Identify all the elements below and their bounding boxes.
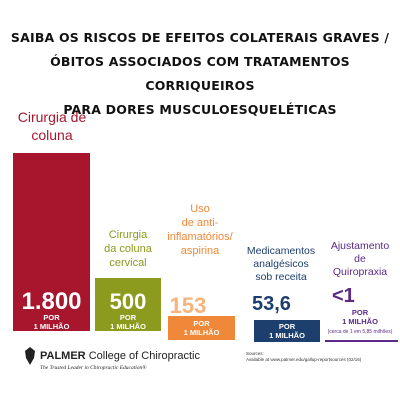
item-value: 500 [109, 289, 147, 314]
item-unit: POR 1 MILHÃO [254, 322, 320, 340]
item-label: Cirurgia de coluna [8, 108, 96, 144]
label-line: analgésicos [253, 258, 309, 270]
item-label: Medicamentos analgésicos sob receita [238, 245, 324, 284]
item-label: Ajustamento de Quiropraxia [322, 240, 398, 279]
item-unit: POR 1 MILHÃO [95, 313, 161, 331]
item-unit: POR 1 MILHÃO [322, 308, 398, 326]
bar: 1.800 POR 1 MILHÃO [13, 153, 90, 331]
sources-text: Available at www.palmer.edu/gallup-repor… [246, 357, 362, 362]
tagline: The Trusted Leader in Chiropractic Educa… [40, 365, 147, 371]
bar: POR 1 MILHÃO [168, 316, 235, 340]
unit-line: POR [193, 319, 210, 328]
item-label: Uso de anti- inflamatórios/ aspirina [163, 202, 237, 258]
item-value: 53,6 [252, 293, 291, 315]
unit-line: POR [43, 313, 60, 322]
unit-line: 1 MILHÃO [269, 331, 305, 340]
sources-title: Sources: [246, 351, 264, 356]
label-line: aspirina [180, 245, 220, 257]
item-unit: POR 1 MILHÃO [13, 313, 90, 331]
unit-line: POR [278, 322, 296, 331]
label-line: de anti- [181, 217, 219, 229]
unit-line: 1 MILHÃO [33, 322, 70, 331]
sources: Sources: Available at www.palmer.edu/gal… [246, 351, 361, 363]
label-line: cervical [109, 257, 147, 269]
item-value: <1 [332, 285, 355, 307]
label-line: inflamatórios/ [167, 231, 233, 243]
unit-line: 1 MILHÃO [342, 317, 378, 326]
title-line: SAIBA OS RISCOS DE EFEITOS COLATERAIS GR… [10, 30, 390, 45]
title-line: ÓBITOS ASSOCIADOS COM TRATAMENTOS CORRIQ… [50, 54, 350, 93]
label-line: Cirurgia [108, 229, 148, 241]
label-line: Quiropraxia [332, 266, 388, 278]
label-line: de [354, 253, 366, 265]
item-value: 1.800 [21, 288, 82, 315]
bar: 500 POR 1 MILHÃO [95, 278, 161, 331]
item-value: 153 [169, 293, 207, 318]
logo-rest: College of Chiropractic [88, 350, 200, 362]
unit-line: POR [119, 313, 137, 322]
item-note: (cerca de 1 em 5,85 milhões) [327, 329, 393, 335]
unit-line: 1 MILHÃO [183, 328, 220, 337]
title-line: PARA DORES MUSCULOESQUELÉTICAS [63, 102, 337, 117]
title: SAIBA OS RISCOS DE EFEITOS COLATERAIS GR… [0, 26, 400, 122]
label-line: coluna [31, 127, 73, 143]
label-line: Cirurgia de [17, 109, 87, 125]
logo-text: PALMER College of Chiropractic [40, 350, 200, 362]
logo-icon [25, 347, 35, 365]
unit-line: POR [351, 308, 369, 317]
label-line: Uso [190, 203, 210, 215]
label-line: Ajustamento [330, 240, 390, 252]
bar: POR 1 MILHÃO [254, 320, 320, 342]
item-label: Cirurgia da coluna cervical [93, 228, 163, 270]
underline [325, 340, 398, 342]
unit-line: 1 MILHÃO [110, 322, 146, 331]
label-line: Medicamentos [246, 245, 316, 257]
label-line: da coluna [104, 243, 152, 255]
item-unit: POR 1 MILHÃO [168, 319, 235, 337]
logo-brand: PALMER [40, 350, 86, 362]
label-line: sob receita [255, 271, 307, 283]
